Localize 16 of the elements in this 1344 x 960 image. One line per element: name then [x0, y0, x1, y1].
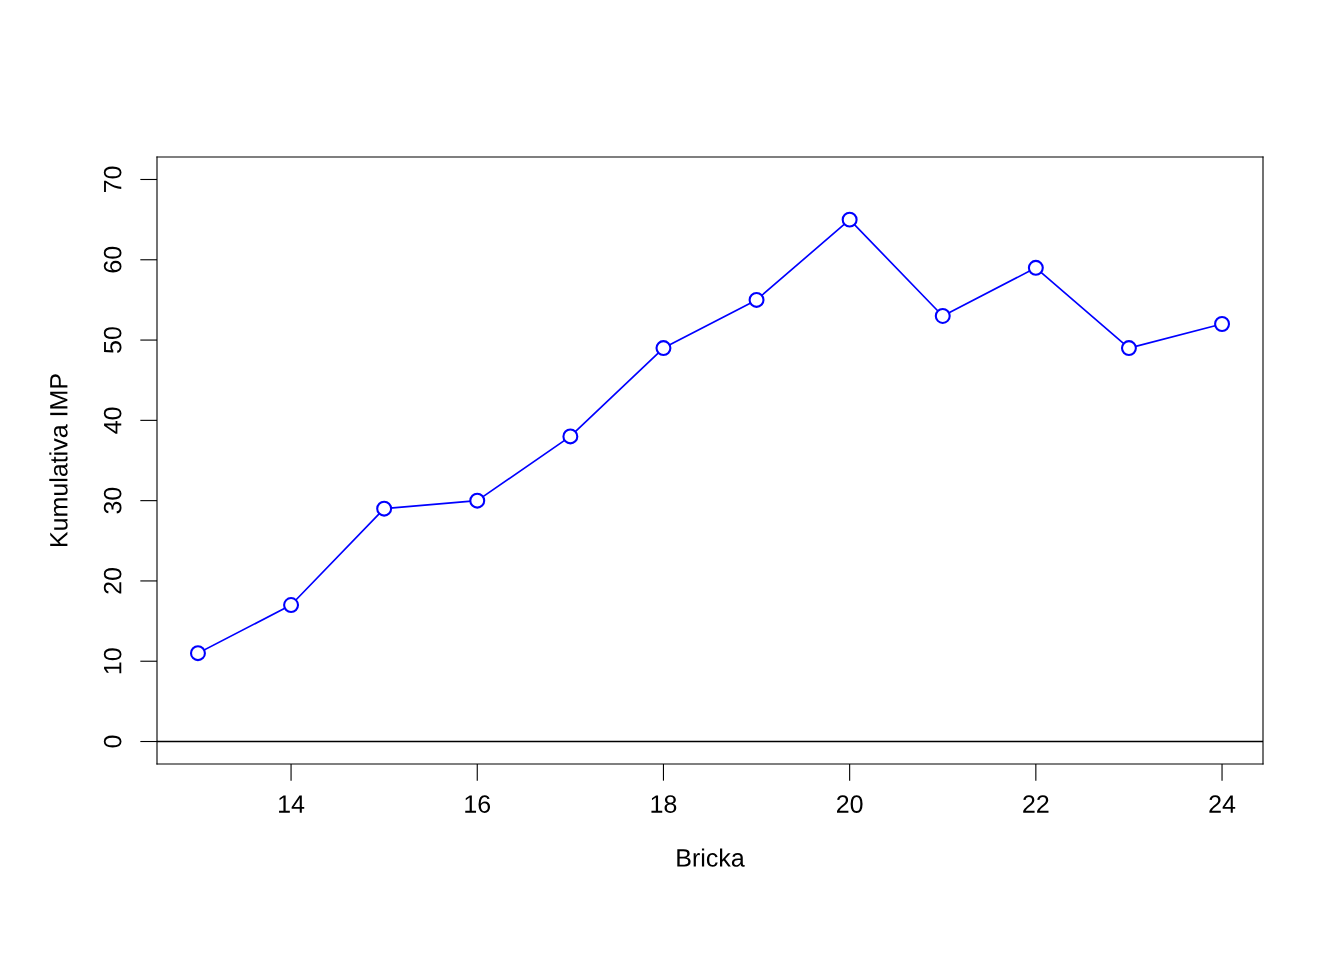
y-tick-label: 30 [103, 487, 122, 514]
y-tick-label: 10 [103, 648, 122, 674]
y-tick-label: 20 [103, 568, 122, 594]
x-tick-label: 14 [279, 795, 305, 813]
y-tick-label: 70 [103, 166, 122, 193]
x-axis-title: Bricka [677, 848, 745, 867]
y-tick-label: 0 [103, 735, 122, 748]
x-tick-label: 24 [1209, 795, 1236, 813]
x-tick-label: 20 [837, 795, 863, 813]
y-tick-label: 40 [103, 407, 122, 434]
x-tick-label: 18 [651, 795, 677, 813]
y-axis-title: Kumulativa IMP [49, 374, 68, 546]
y-tick-label: 60 [103, 246, 122, 273]
x-tick-label: 16 [465, 795, 491, 813]
y-tick-label: 50 [103, 327, 122, 353]
x-tick-label: 22 [1023, 795, 1049, 813]
